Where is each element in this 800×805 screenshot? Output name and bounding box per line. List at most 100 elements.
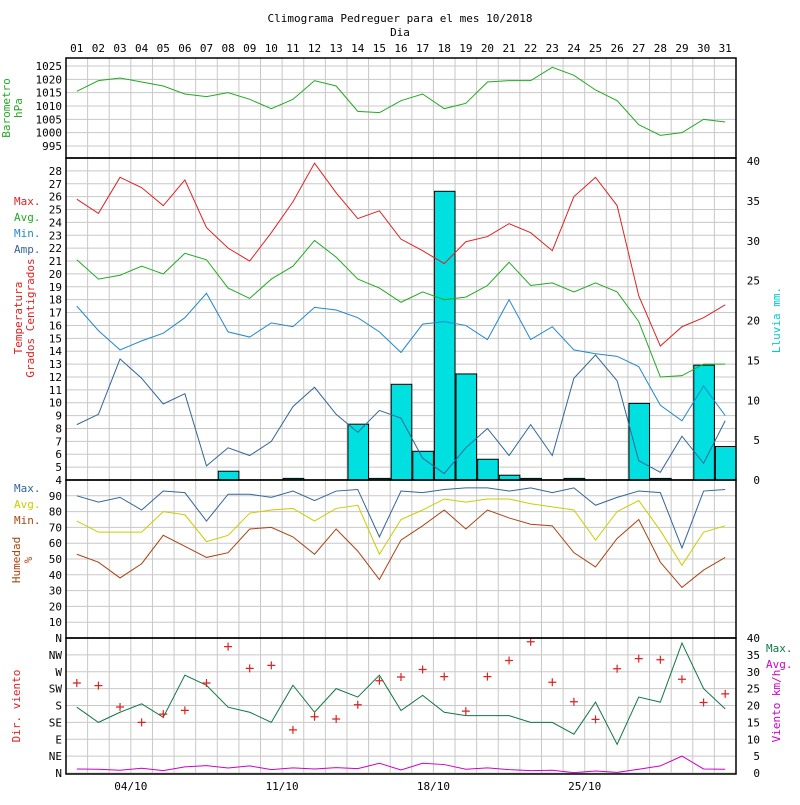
- temperature-tick-label: 23: [49, 229, 62, 242]
- wind-direction-marker: [202, 679, 211, 687]
- day-tick-label: 13: [330, 42, 343, 55]
- humidity-tick-label: 50: [49, 553, 62, 566]
- wind-dir-tick-label: SE: [49, 716, 62, 729]
- temperature-tick-label: 16: [49, 319, 62, 332]
- day-tick-label: 16: [394, 42, 407, 55]
- humidity-tick-label: 30: [49, 585, 62, 598]
- wind-direction-marker: [548, 678, 557, 687]
- temperature-tick-label: 14: [49, 345, 63, 358]
- day-tick-label: 25: [589, 42, 602, 55]
- date-tick-label: 18/10: [417, 780, 450, 793]
- day-tick-label: 14: [351, 42, 365, 55]
- wind-direction-marker: [699, 698, 708, 707]
- humidity-tick-label: 70: [49, 521, 62, 534]
- wind-direction-marker: [569, 697, 578, 706]
- wind-direction-marker: [677, 675, 686, 684]
- date-tick-label: 04/10: [114, 780, 147, 793]
- rain-tick-label: 20: [747, 315, 760, 328]
- rain-bar: [217, 470, 240, 481]
- wind-dir-tick-label: S: [55, 700, 62, 713]
- day-tick-label: 24: [567, 42, 581, 55]
- rain-tick-label: 10: [747, 394, 760, 407]
- wind-direction-marker: [137, 718, 146, 727]
- temperature-tick-label: 25: [49, 204, 62, 217]
- rain-tick-label: 25: [747, 275, 760, 288]
- wind-direction-marker: [526, 637, 535, 646]
- temperature-tick-label: 27: [49, 178, 62, 191]
- wind-direction-marker: [116, 703, 125, 711]
- wind-direction-marker: [180, 706, 189, 715]
- rain-axis-label: Lluvia mm.: [770, 287, 783, 353]
- rain-bar: [628, 402, 651, 481]
- day-tick-label: 23: [546, 42, 559, 55]
- rain-bar: [412, 450, 434, 481]
- pressure-line: [76, 66, 726, 136]
- pressure-tick-label: 1025: [36, 60, 63, 73]
- chart-title: Climograma Pedreguer para el mes 10/2018: [268, 12, 533, 25]
- date-tick-label: 25/10: [568, 780, 601, 793]
- wind-direction-marker: [224, 642, 233, 651]
- wind-direction-marker: [440, 672, 449, 681]
- day-tick-label: 21: [502, 42, 515, 55]
- day-tick-label: 01: [70, 42, 83, 55]
- temperature-legend-entry: Avg.: [14, 211, 41, 224]
- wind-direction-marker: [245, 664, 254, 673]
- humidity-tick-label: 80: [49, 506, 62, 519]
- wind-speed-tick-label: 30: [747, 666, 760, 679]
- temperature-tick-label: 19: [49, 281, 62, 294]
- wind-direction-marker: [332, 715, 341, 723]
- day-tick-label: 17: [416, 42, 429, 55]
- temperature-tick-label: 26: [49, 191, 62, 204]
- temperature-tick-label: 5: [55, 461, 62, 474]
- wind-speed-axis-label: Viento km/h: [770, 670, 783, 743]
- temperature-tick-label: 24: [49, 216, 63, 229]
- day-tick-label: 04: [135, 42, 149, 55]
- humidity-min-line: [76, 509, 726, 589]
- wind-dir-tick-label: E: [55, 733, 62, 746]
- temperature-tick-label: 4: [55, 474, 62, 487]
- rain-tick-label: 15: [747, 354, 760, 367]
- day-tick-label: 31: [719, 42, 732, 55]
- temperature-tick-label: 10: [49, 397, 62, 410]
- day-tick-label: 22: [524, 42, 537, 55]
- wind-direction-marker: [656, 655, 665, 664]
- rain-tick-label: 30: [747, 235, 760, 248]
- wind-panel-frame: [65, 637, 737, 775]
- temp-amp-line: [76, 354, 726, 475]
- wind-direction-marker: [375, 676, 384, 685]
- temperature-tick-label: 22: [49, 242, 62, 255]
- wind-legend-max: Max.: [766, 642, 793, 655]
- temperature-tick-label: 21: [49, 255, 62, 268]
- wind-direction-marker: [72, 679, 81, 687]
- wind-dir-tick-label: SW: [49, 683, 63, 696]
- wind-direction-marker: [288, 725, 297, 734]
- wind-dir-tick-label: N: [55, 767, 62, 780]
- day-tick-label: 12: [308, 42, 321, 55]
- day-tick-label: 20: [481, 42, 494, 55]
- temperature-tick-label: 6: [55, 448, 62, 461]
- wind-direction-marker: [353, 700, 362, 709]
- humidity-tick-label: 60: [49, 537, 62, 550]
- humidity-legend-entry: Min.: [14, 514, 41, 527]
- humidity-axis-unit: %: [22, 556, 35, 563]
- temp-max-line: [76, 162, 726, 347]
- wind-speed-tick-label: 5: [753, 750, 760, 763]
- humidity-tick-label: 40: [49, 569, 62, 582]
- humidity-legend-entry: Max.: [14, 482, 41, 495]
- day-tick-label: 02: [92, 42, 105, 55]
- day-tick-label: 28: [654, 42, 667, 55]
- humidity-axis-label: Humedad: [10, 537, 23, 583]
- wind-max-line: [76, 641, 726, 746]
- pressure-tick-label: 995: [42, 140, 62, 153]
- wind-legend-avg: Avg.: [766, 658, 793, 671]
- pressure-axis-label: Barometro: [0, 78, 13, 138]
- pressure-tick-label: 1015: [36, 87, 63, 100]
- wind-dir-axis-label: Dir. viento: [10, 670, 23, 743]
- temperature-tick-label: 18: [49, 294, 62, 307]
- wind-direction-marker: [591, 715, 600, 724]
- temperature-axis-unit: Grados Centigrados: [24, 258, 37, 377]
- wind-direction-marker: [159, 710, 168, 719]
- rain-tick-label: 40: [747, 155, 760, 168]
- rain-bar: [714, 446, 737, 481]
